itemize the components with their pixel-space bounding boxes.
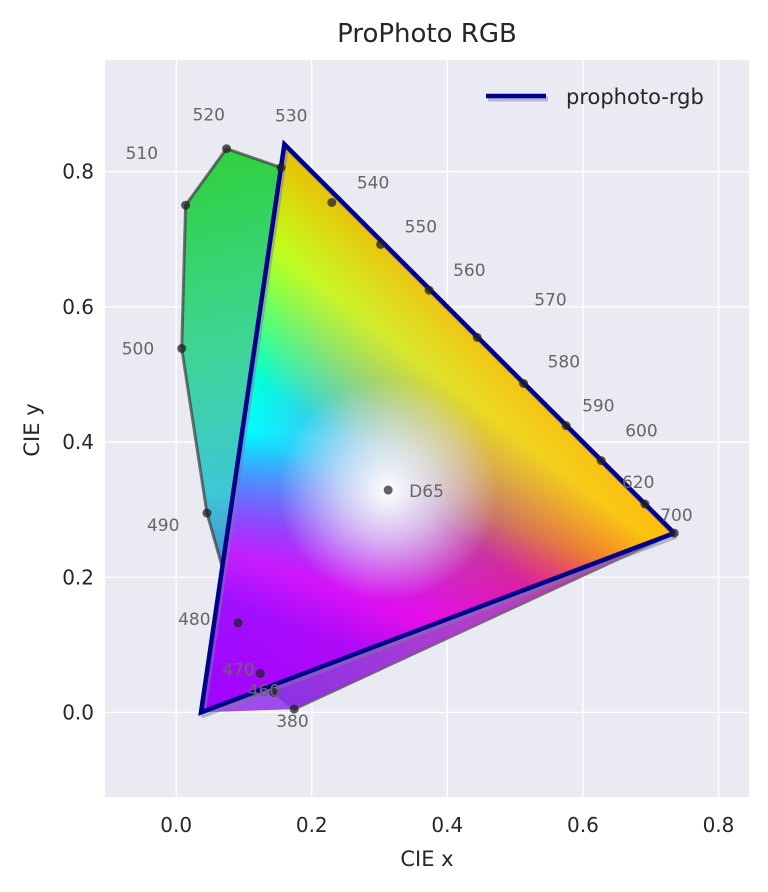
x-tick-label: 0.2 — [296, 813, 328, 837]
y-axis-ticks: 0.0 0.2 0.4 0.6 0.8 — [62, 160, 94, 725]
wavelength-point-500 — [177, 343, 187, 353]
wavelength-label-570: 570 — [534, 290, 566, 310]
wavelength-point-480 — [233, 618, 243, 628]
white-point-label: D65 — [409, 482, 444, 502]
y-tick-label: 0.2 — [62, 565, 94, 589]
gamut-fill-white — [200, 144, 675, 713]
wavelength-label-700: 700 — [660, 506, 692, 526]
wavelength-point-570 — [472, 332, 482, 342]
wavelength-label-530: 530 — [275, 107, 307, 127]
wavelength-point-560 — [424, 285, 434, 295]
wavelength-point-520 — [222, 144, 232, 154]
x-tick-label: 0.6 — [567, 813, 599, 837]
y-tick-label: 0.6 — [62, 295, 94, 319]
y-tick-label: 0.0 — [62, 700, 94, 724]
wavelength-label-600: 600 — [625, 422, 657, 442]
y-tick-label: 0.8 — [62, 160, 94, 184]
x-tick-label: 0.0 — [160, 813, 192, 837]
wavelength-point-600 — [596, 456, 606, 466]
gamut-fill — [200, 144, 675, 713]
wavelength-label-460: 460 — [248, 681, 280, 701]
wavelength-point-470 — [255, 668, 265, 678]
wavelength-label-520: 520 — [193, 106, 225, 126]
wavelength-label-580: 580 — [548, 352, 580, 372]
wavelength-label-480: 480 — [178, 610, 210, 630]
x-axis-label: CIE x — [400, 847, 453, 871]
wavelength-label-540: 540 — [357, 173, 389, 193]
wavelength-point-540 — [327, 197, 337, 207]
y-axis-label: CIE y — [20, 403, 44, 456]
white-point: D65 — [383, 482, 444, 502]
wavelength-label-620: 620 — [622, 473, 654, 493]
wavelength-point-490 — [202, 508, 212, 518]
wavelength-label-550: 550 — [405, 217, 437, 237]
wavelength-label-510: 510 — [126, 144, 158, 164]
x-tick-label: 0.4 — [431, 813, 463, 837]
wavelength-label-560: 560 — [453, 261, 485, 281]
x-axis-ticks: 0.0 0.2 0.4 0.6 0.8 — [160, 813, 734, 837]
legend: prophoto-rgb — [486, 85, 704, 109]
wavelength-point-580 — [519, 378, 529, 388]
wavelength-point-590 — [561, 421, 571, 431]
wavelength-label-500: 500 — [122, 339, 154, 359]
wavelength-point-620 — [640, 499, 650, 509]
wavelength-point-550 — [376, 239, 386, 249]
wavelength-point-700 — [669, 528, 679, 538]
white-point-marker — [383, 485, 393, 495]
wavelength-point-380 — [289, 704, 299, 714]
wavelength-label-490: 490 — [147, 516, 179, 536]
wavelength-label-590: 590 — [582, 397, 614, 417]
wavelength-label-470: 470 — [222, 660, 254, 680]
wavelength-point-530 — [276, 163, 286, 173]
legend-label-prophoto-rgb: prophoto-rgb — [566, 85, 704, 109]
y-tick-label: 0.4 — [62, 430, 94, 454]
wavelength-point-460 — [269, 687, 279, 697]
wavelength-label-380: 380 — [276, 712, 308, 732]
x-tick-label: 0.8 — [703, 813, 735, 837]
chart-title: ProPhoto RGB — [337, 19, 517, 49]
wavelength-point-510 — [181, 200, 191, 210]
